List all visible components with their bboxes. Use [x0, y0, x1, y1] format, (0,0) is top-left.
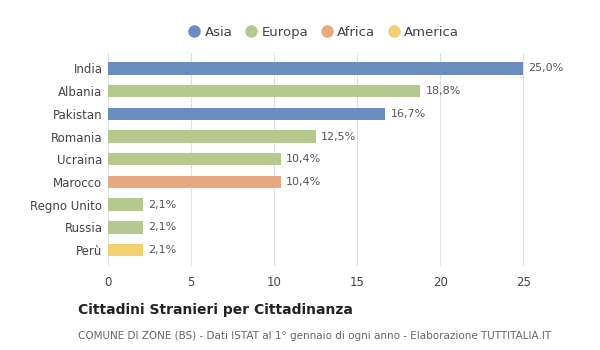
Text: 10,4%: 10,4%: [286, 177, 321, 187]
Bar: [108, 198, 143, 211]
Text: 2,1%: 2,1%: [148, 222, 176, 232]
Bar: [108, 244, 143, 256]
Text: Cittadini Stranieri per Cittadinanza: Cittadini Stranieri per Cittadinanza: [78, 303, 353, 317]
Bar: [108, 153, 281, 166]
Bar: [108, 221, 143, 233]
Text: 12,5%: 12,5%: [320, 132, 356, 141]
Legend: Asia, Europa, Africa, America: Asia, Europa, Africa, America: [184, 21, 464, 45]
Text: 2,1%: 2,1%: [148, 199, 176, 210]
Text: 2,1%: 2,1%: [148, 245, 176, 255]
Text: 10,4%: 10,4%: [286, 154, 321, 164]
Text: 18,8%: 18,8%: [425, 86, 461, 96]
Bar: [108, 130, 316, 143]
Text: COMUNE DI ZONE (BS) - Dati ISTAT al 1° gennaio di ogni anno - Elaborazione TUTTI: COMUNE DI ZONE (BS) - Dati ISTAT al 1° g…: [78, 331, 551, 341]
Text: 16,7%: 16,7%: [391, 109, 426, 119]
Bar: [108, 85, 421, 97]
Bar: [108, 62, 523, 75]
Text: 25,0%: 25,0%: [529, 63, 563, 74]
Bar: [108, 176, 281, 188]
Bar: [108, 107, 385, 120]
